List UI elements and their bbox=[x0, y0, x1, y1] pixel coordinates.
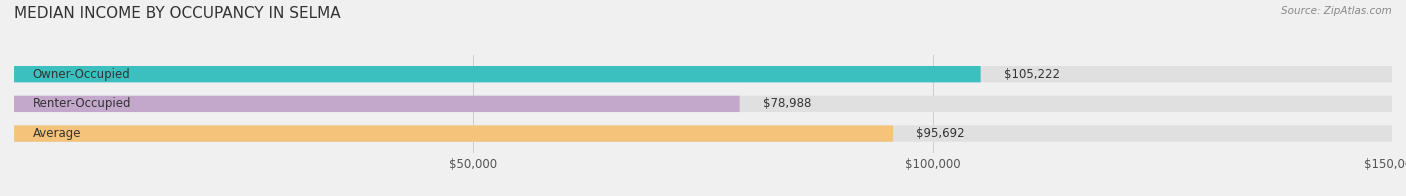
Text: $95,692: $95,692 bbox=[917, 127, 965, 140]
FancyBboxPatch shape bbox=[14, 66, 1392, 82]
FancyBboxPatch shape bbox=[14, 96, 1392, 112]
FancyBboxPatch shape bbox=[14, 96, 740, 112]
Text: Renter-Occupied: Renter-Occupied bbox=[32, 97, 131, 110]
Text: $105,222: $105,222 bbox=[1004, 68, 1060, 81]
Text: MEDIAN INCOME BY OCCUPANCY IN SELMA: MEDIAN INCOME BY OCCUPANCY IN SELMA bbox=[14, 6, 340, 21]
FancyBboxPatch shape bbox=[14, 125, 893, 142]
Text: Source: ZipAtlas.com: Source: ZipAtlas.com bbox=[1281, 6, 1392, 16]
Text: Owner-Occupied: Owner-Occupied bbox=[32, 68, 131, 81]
Text: $78,988: $78,988 bbox=[762, 97, 811, 110]
Text: Average: Average bbox=[32, 127, 82, 140]
FancyBboxPatch shape bbox=[14, 125, 1392, 142]
FancyBboxPatch shape bbox=[14, 66, 980, 82]
